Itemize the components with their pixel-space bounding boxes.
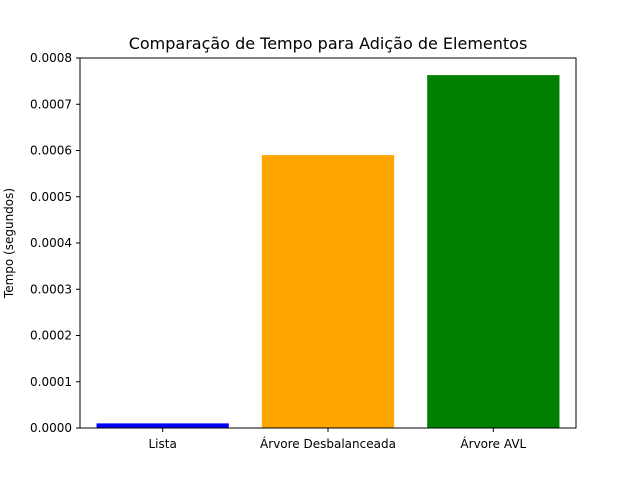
y-tick-label-2: 0.0002 [30,329,72,343]
bars-group [96,75,560,429]
x-tick-label-0: Lista [148,437,176,451]
y-tick-label-8: 0.0008 [30,51,72,65]
y-ticks-group: 0.0000 0.0001 0.0002 0.0003 0.0004 0.0005 0.00… [30,51,80,435]
y-tick-label-7: 0.0007 [30,97,72,111]
x-tick-label-1: Árvore Desbalanceada [260,436,396,451]
y-tick-label-0: 0.0000 [30,421,72,435]
bar-0 [96,423,229,428]
y-tick-label-3: 0.0003 [30,282,72,296]
bar-1 [261,155,395,428]
y-tick-label-1: 0.0001 [30,375,72,389]
bar-2 [427,75,560,429]
chart-title: Comparação de Tempo para Adição de Eleme… [129,34,528,53]
x-tick-label-2: Árvore AVL [460,436,526,451]
y-tick-label-5: 0.0005 [30,190,72,204]
y-tick-label-4: 0.0004 [30,236,72,250]
x-ticks-group: Lista Árvore Desbalanceada Árvore AVL [148,428,527,451]
y-tick-label-6: 0.0006 [30,144,72,158]
y-axis-label: Tempo (segundos) [2,188,16,299]
plot-frame [79,57,577,429]
